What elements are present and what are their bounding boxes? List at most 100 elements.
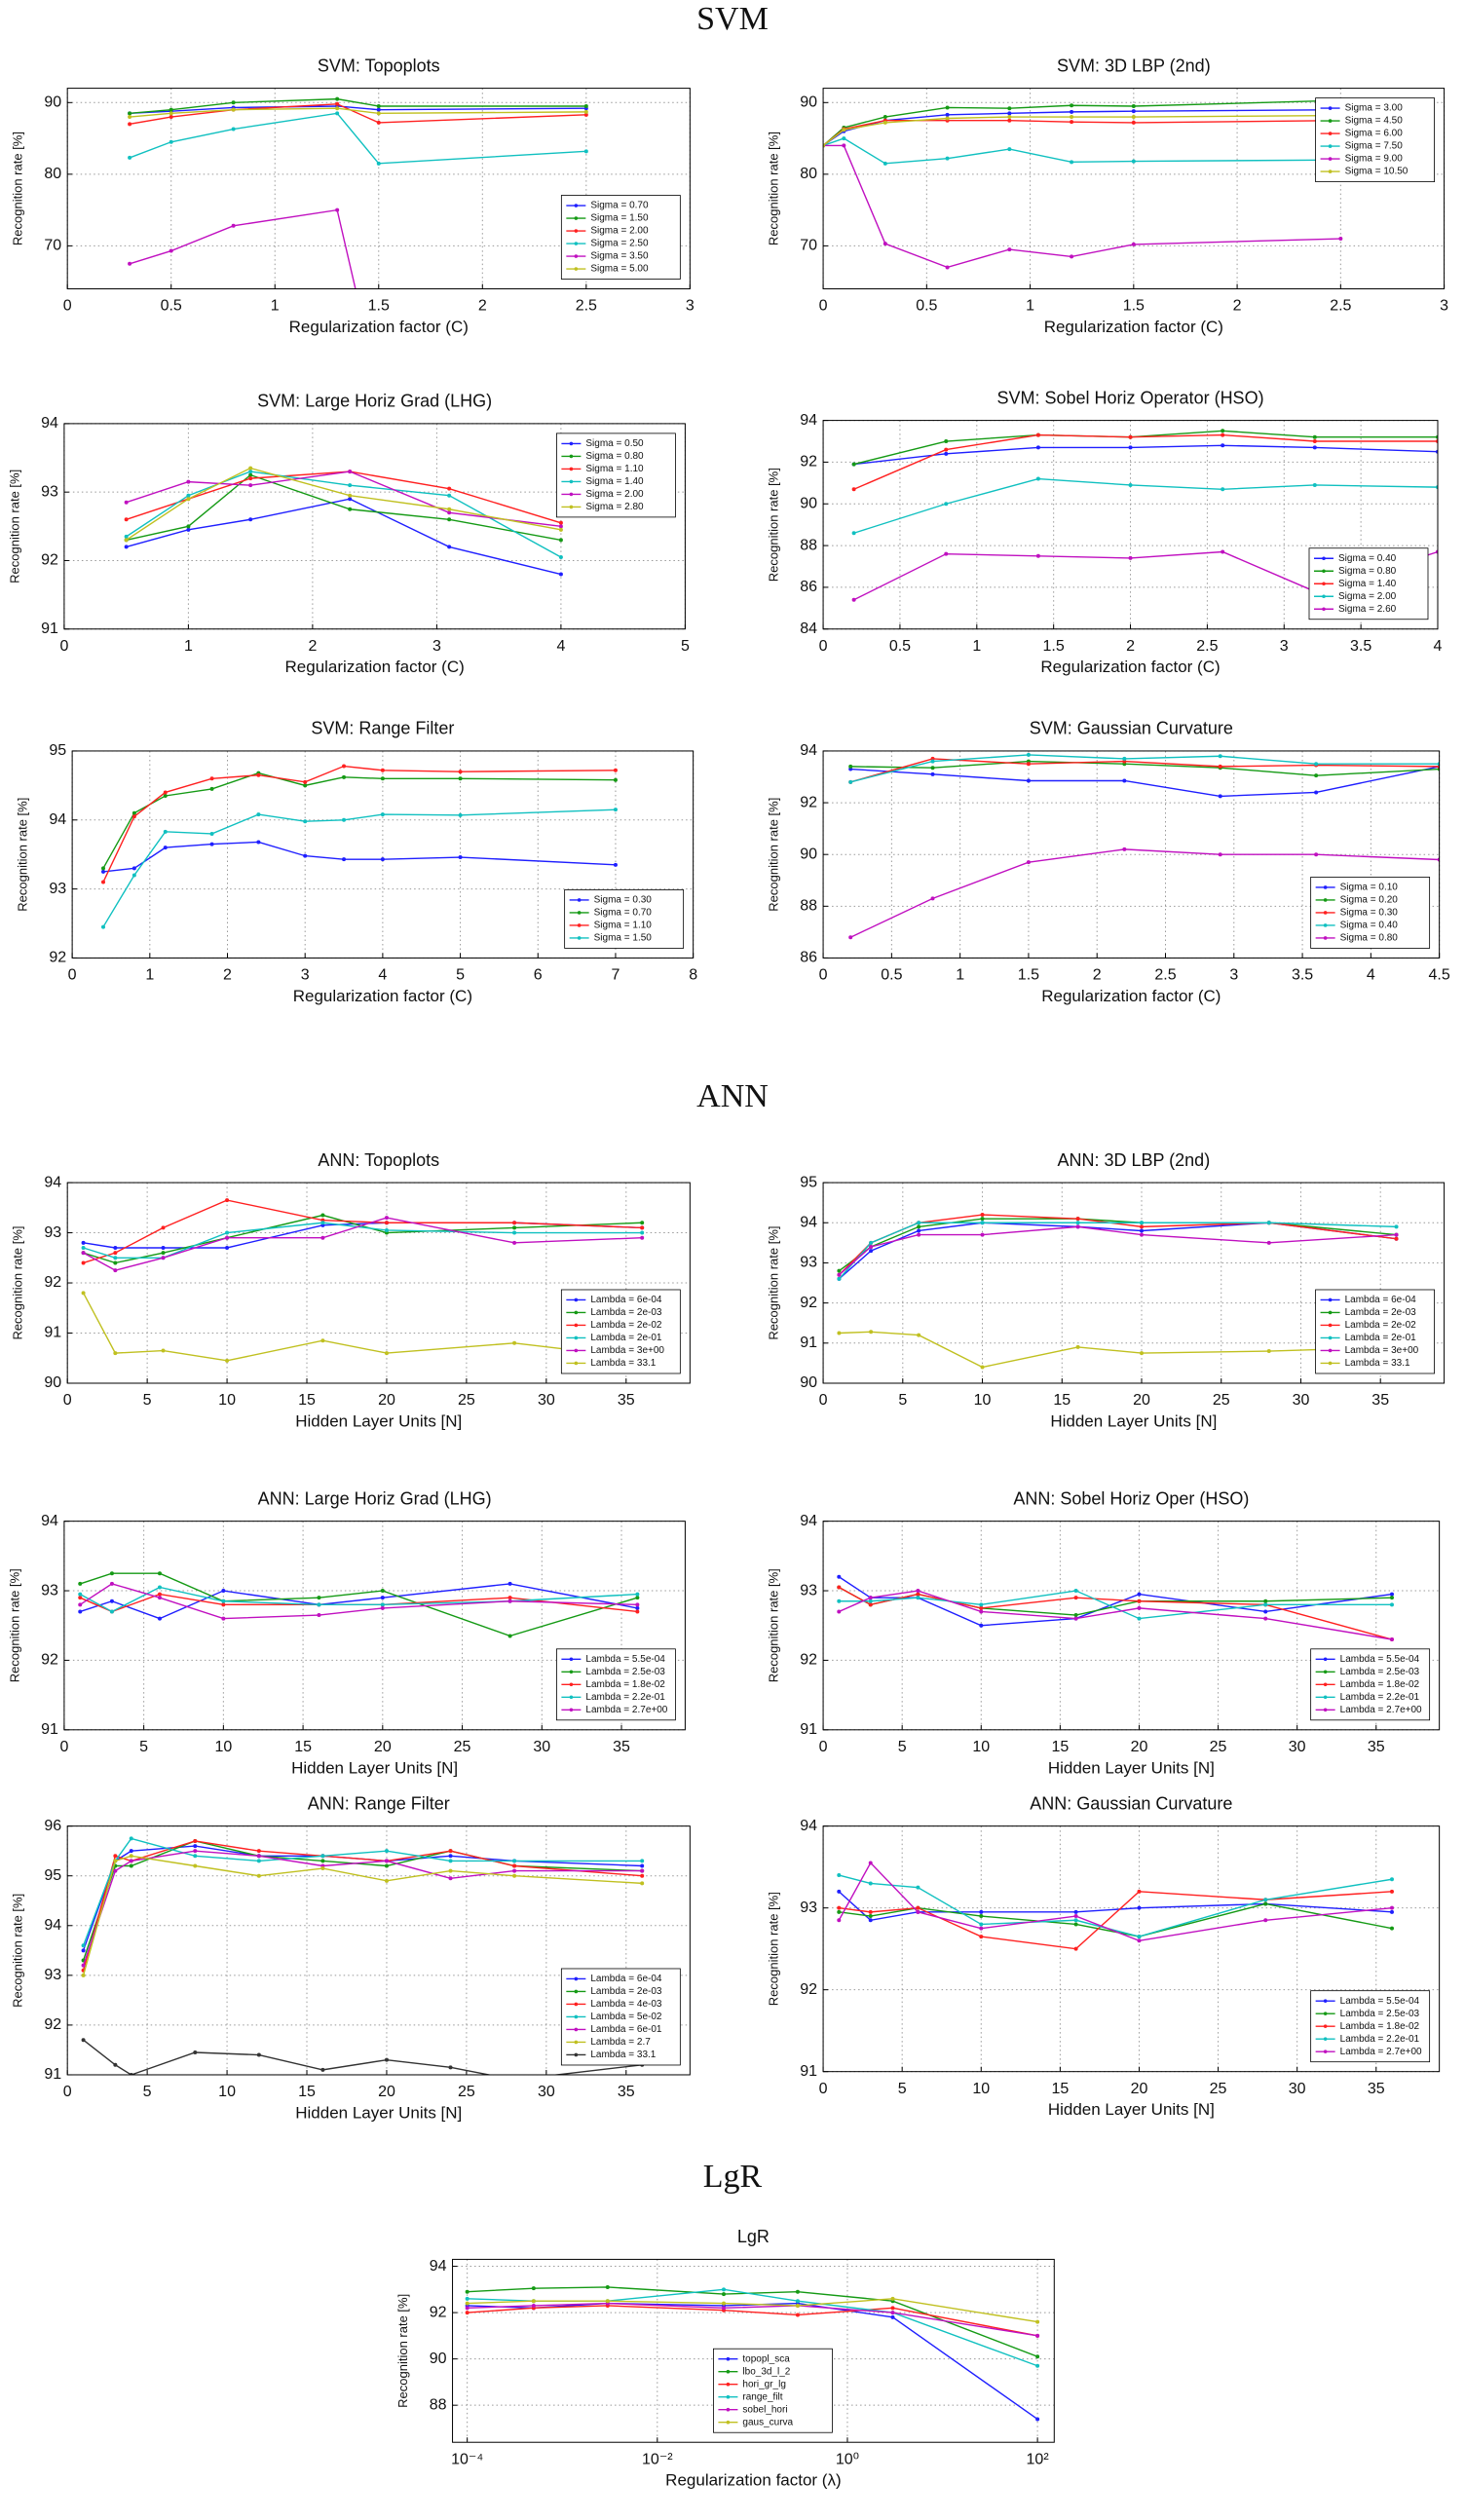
y-tick-label: 93: [44, 1967, 61, 1983]
point: [129, 1863, 133, 1868]
y-tick-label: 94: [800, 1818, 817, 1834]
x-tick-label: 25: [1213, 1392, 1230, 1409]
point: [128, 122, 132, 127]
point: [640, 1225, 645, 1230]
point: [186, 479, 191, 484]
point: [868, 1602, 873, 1607]
legend-marker: [1323, 911, 1328, 915]
x-tick-label: 10⁻²: [642, 2451, 673, 2467]
y-tick-label: 93: [41, 483, 58, 500]
legend-marker: [569, 1708, 574, 1712]
point: [722, 2301, 727, 2306]
y-tick-label: 94: [800, 742, 817, 759]
legend-box: [1315, 97, 1435, 183]
point: [868, 1918, 873, 1923]
point: [1218, 754, 1222, 759]
x-tick-label: 35: [1371, 1392, 1389, 1409]
point: [851, 597, 856, 602]
legend-label: Lambda = 6e-04: [590, 1295, 662, 1305]
legend-label: Sigma = 0.70: [594, 908, 653, 919]
series-line: [838, 1891, 1393, 1922]
series-group: [848, 752, 1440, 940]
point: [317, 1613, 321, 1618]
point: [1070, 254, 1074, 259]
chart-title: SVM: Sobel Horiz Operator (HSO): [996, 388, 1263, 407]
legend-marker: [574, 204, 579, 207]
point: [583, 103, 588, 108]
legend-marker: [574, 1298, 579, 1302]
legend-marker: [726, 2407, 731, 2412]
legend-marker: [574, 2014, 579, 2019]
legend-marker: [1328, 1298, 1333, 1302]
point: [320, 2067, 325, 2072]
point: [1131, 120, 1136, 125]
point: [81, 2038, 86, 2043]
y-tick-label: 91: [44, 2066, 61, 2083]
point: [376, 161, 381, 166]
point: [507, 1599, 512, 1603]
series-line: [129, 112, 586, 165]
point: [979, 1926, 984, 1931]
legend-label: Lambda = 1.8e-02: [1340, 1679, 1420, 1690]
series-line: [130, 97, 586, 115]
x-tick-label: 20: [1133, 1392, 1150, 1409]
legend-marker: [1323, 885, 1328, 889]
point: [1312, 439, 1317, 444]
point: [842, 143, 846, 148]
x-axis-label: Regularization factor (λ): [665, 2471, 841, 2490]
series-group: [81, 1198, 645, 1363]
legend-box: [560, 195, 681, 280]
point: [1035, 2319, 1040, 2324]
chart-title: ANN: Topoplots: [318, 1150, 439, 1170]
point: [320, 1859, 325, 1863]
chart-title: ANN: 3D LBP (2nd): [1057, 1150, 1210, 1170]
y-tick-label: 91: [800, 2063, 817, 2080]
point: [380, 776, 385, 781]
series-line: [83, 1199, 643, 1264]
legend-label: Sigma = 9.00: [1345, 154, 1404, 165]
point: [795, 2289, 800, 2294]
x-tick-label: 2: [223, 967, 232, 984]
series-line: [838, 1225, 1397, 1276]
x-tick-label: 3: [1229, 967, 1238, 984]
x-tick-label: 2: [1093, 967, 1102, 984]
point: [169, 139, 173, 144]
x-tick-label: 10⁻⁴: [451, 2451, 483, 2467]
legend-label: Sigma = 0.80: [585, 451, 644, 462]
point: [944, 502, 949, 507]
chart-title: ANN: Gaussian Curvature: [1030, 1793, 1232, 1813]
point: [869, 1244, 874, 1249]
point: [465, 2306, 470, 2311]
point: [837, 1276, 842, 1281]
x-tick-label: 6: [534, 967, 543, 984]
point: [980, 1221, 985, 1225]
series-line: [82, 1850, 643, 1966]
point: [248, 476, 253, 481]
point: [635, 1609, 640, 1614]
legend-label: Sigma = 1.40: [1338, 579, 1397, 589]
series-group: [837, 1213, 1399, 1370]
x-tick-label: 3: [432, 638, 441, 655]
point: [1314, 852, 1319, 857]
point: [78, 1592, 83, 1597]
series-line: [839, 1891, 1393, 1950]
point: [837, 1268, 842, 1273]
point: [1128, 434, 1133, 439]
x-tick-label: 25: [458, 1392, 475, 1409]
point: [1131, 103, 1136, 108]
point: [128, 261, 132, 266]
y-tick-label: 93: [800, 1899, 817, 1916]
point: [209, 831, 214, 836]
point: [78, 1609, 83, 1614]
legend-label: Lambda = 5e-02: [590, 2012, 662, 2022]
x-tick-label: 1.5: [1018, 967, 1039, 984]
point: [131, 814, 136, 819]
point: [447, 486, 452, 491]
legend-marker: [726, 2356, 731, 2361]
legend-marker: [574, 254, 579, 258]
x-tick-label: 1: [184, 638, 193, 655]
point: [1263, 1901, 1268, 1906]
y-axis-label: Recognition rate [%]: [11, 1225, 25, 1339]
point: [613, 808, 618, 812]
x-tick-label: 15: [298, 2084, 316, 2100]
